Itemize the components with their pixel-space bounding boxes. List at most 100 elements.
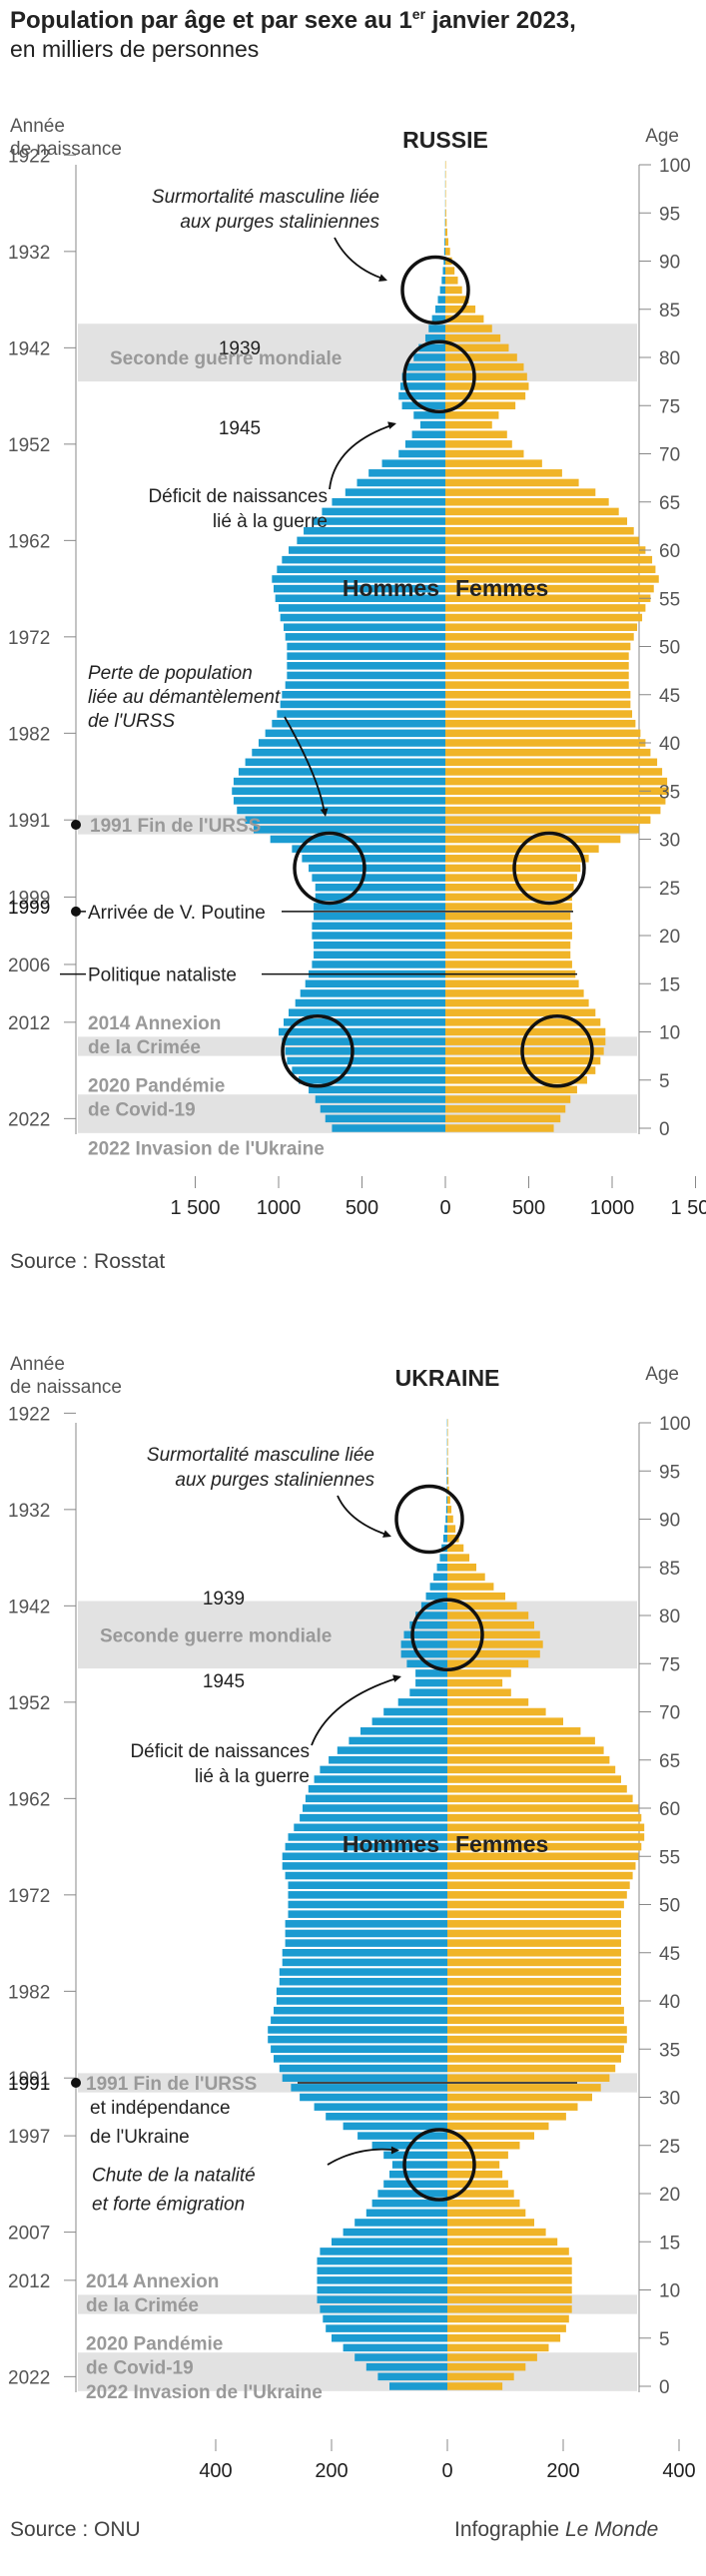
annotation-purges: aux purges staliniennes [180, 212, 379, 233]
annotation-arrow-line [327, 2148, 398, 2166]
bar-women [447, 1707, 546, 1716]
bar-men [446, 1438, 448, 1447]
bar-men [399, 382, 445, 390]
bar-women [447, 2035, 627, 2044]
bar-women [445, 1066, 596, 1074]
annotation-arrow-line [337, 1495, 390, 1537]
bar-women [445, 681, 629, 689]
bar-women [447, 1496, 450, 1504]
band-label: Seconde guerre mondiale [110, 348, 342, 369]
bar-women [445, 797, 666, 805]
bar-men [285, 1842, 447, 1851]
bar-women [445, 989, 584, 997]
bar-women [447, 2055, 621, 2063]
bar-women [447, 1611, 529, 1619]
age-tick-label: 25 [659, 2137, 680, 2158]
bar-women [445, 555, 653, 564]
bar-women [445, 594, 651, 603]
bar-men [431, 315, 445, 323]
bar-women [447, 1852, 639, 1861]
year-tick-label: 1922 [8, 146, 50, 167]
year-tick-label: 1962 [8, 1789, 50, 1810]
bar-men [444, 1525, 447, 1533]
bar-women [445, 267, 455, 275]
chart-name: RUSSIE [402, 127, 488, 153]
highlight-circle [410, 1598, 484, 1672]
bar-men [428, 324, 445, 332]
age-tick-label: 80 [659, 1607, 680, 1627]
bar-men [277, 710, 445, 718]
bar-women [447, 2285, 572, 2294]
bar-men [299, 1075, 445, 1084]
bar-men [446, 1457, 448, 1466]
bar-women [447, 1678, 503, 1687]
bar-men [284, 1018, 445, 1026]
bar-men [411, 430, 445, 438]
bar-women [447, 1544, 464, 1553]
band-label: 2022 Invasion de l'Ukraine [88, 1138, 325, 1159]
bar-men [312, 932, 445, 940]
bar-women [445, 362, 524, 371]
bar-men [285, 1929, 447, 1938]
bar-men [446, 1477, 447, 1485]
bar-men [444, 209, 446, 218]
age-tick-label: 65 [659, 493, 680, 514]
bar-women [445, 497, 609, 506]
age-tick-label: 5 [659, 1071, 670, 1092]
bar-men [441, 277, 445, 285]
bar-women [447, 1649, 540, 1658]
age-tick-label: 0 [659, 1119, 670, 1140]
bar-women [445, 739, 646, 747]
bar-men [446, 1448, 448, 1456]
bar-men [371, 2199, 447, 2208]
credit: Infographie Le Monde [454, 2518, 658, 2542]
bar-women [445, 248, 450, 256]
bar-men [377, 2372, 447, 2381]
title-main: Population par âge et par sexe au 1er ja… [10, 6, 576, 34]
age-tick-label: 100 [659, 1414, 691, 1435]
bar-men [317, 2285, 447, 2294]
bar-women [445, 922, 572, 931]
bar-women [445, 623, 638, 631]
bar-women [445, 333, 501, 342]
bar-men [413, 411, 445, 419]
bar-women [447, 1765, 616, 1774]
bar-men [315, 883, 445, 892]
bar-men [258, 739, 445, 747]
bar-men [292, 845, 445, 853]
year-tick-label: 1991 [8, 811, 50, 832]
x-tick-label: 1 500 [670, 1197, 706, 1219]
bar-men [320, 2305, 447, 2313]
annotation-deficit: Déficit de naissances [148, 486, 328, 507]
annotation-1939: 1939 [219, 338, 261, 359]
bar-men [404, 440, 445, 448]
bar-women [445, 893, 572, 902]
annotation-nataliste: Politique nataliste [88, 966, 237, 986]
bar-men [444, 219, 446, 227]
left-axis-title: Année [10, 116, 65, 137]
bar-men [304, 526, 445, 535]
bar-women [445, 219, 447, 227]
bar-men [295, 998, 445, 1007]
year-tick-label: 2012 [8, 1013, 50, 1034]
bar-women [447, 1698, 529, 1706]
bar-men [287, 671, 445, 680]
left-axis-title: de naissance [10, 1377, 122, 1398]
bar-men [444, 228, 445, 237]
bar-women [447, 1563, 476, 1572]
year-tick-label: 2006 [8, 956, 50, 976]
bar-women [445, 700, 631, 709]
year-tick-label: 1991 [8, 2069, 50, 2090]
bar-women [445, 180, 446, 189]
bar-women [445, 199, 446, 208]
bar-men [292, 1066, 445, 1074]
bar-women [445, 979, 579, 988]
bar-women [445, 1085, 577, 1094]
bar-men [302, 855, 445, 863]
year-tick-label: 1972 [8, 1886, 50, 1907]
bar-men [400, 1649, 447, 1658]
year-tick-label: 1952 [8, 1693, 50, 1714]
annotation-purges: Surmortalité masculine liée [152, 187, 379, 208]
bar-men [288, 1881, 447, 1889]
